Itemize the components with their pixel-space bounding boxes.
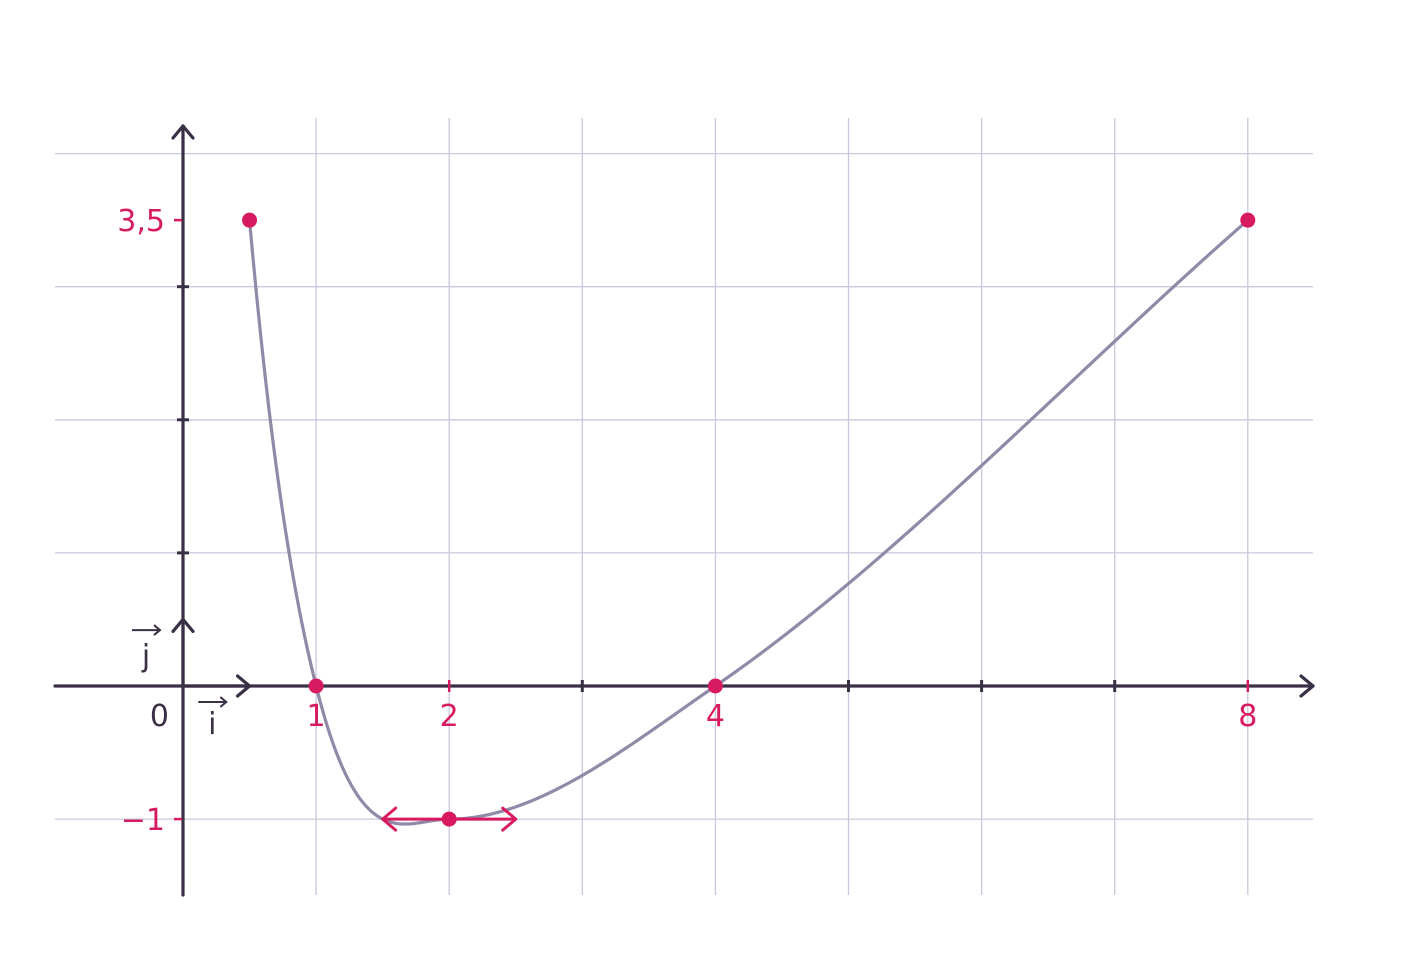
origin-label: 0 <box>150 699 169 734</box>
x-axis-arrow-icon <box>1299 674 1315 698</box>
x-tick-label-8: 8 <box>1238 699 1257 734</box>
y-axis-arrow-icon <box>171 124 195 140</box>
tangent-left-arrow-icon <box>381 806 398 832</box>
x-tick-label-1: 1 <box>307 699 326 734</box>
curve-layer <box>247 218 1249 826</box>
data-point-4 <box>1240 212 1256 228</box>
labels: 1 2 4 8 3,5 −1 0 i j <box>117 204 1257 838</box>
unit-vector-j-arrow-icon <box>171 617 195 634</box>
tangent-right-arrow-icon <box>501 806 518 832</box>
data-point-3 <box>707 678 723 694</box>
x-tick-label-2: 2 <box>440 699 459 734</box>
data-point-1 <box>308 678 324 694</box>
y-tick-label-0: 3,5 <box>117 204 165 239</box>
unit-vector-i-arrow-icon <box>235 674 252 698</box>
j-arrow-icon <box>153 624 162 636</box>
x-tick-label-4: 4 <box>706 699 725 734</box>
y-tick-label-1: −1 <box>121 803 165 838</box>
axes <box>53 124 1315 897</box>
grid <box>55 118 1313 895</box>
i-arrow-icon <box>219 696 228 708</box>
unit-vector-i-label: i <box>208 707 216 742</box>
data-point-2 <box>441 811 457 827</box>
points-layer <box>242 212 1256 827</box>
data-point-0 <box>242 212 258 228</box>
function-curve <box>247 218 1249 826</box>
unit-vector-j-label: j <box>141 639 150 674</box>
